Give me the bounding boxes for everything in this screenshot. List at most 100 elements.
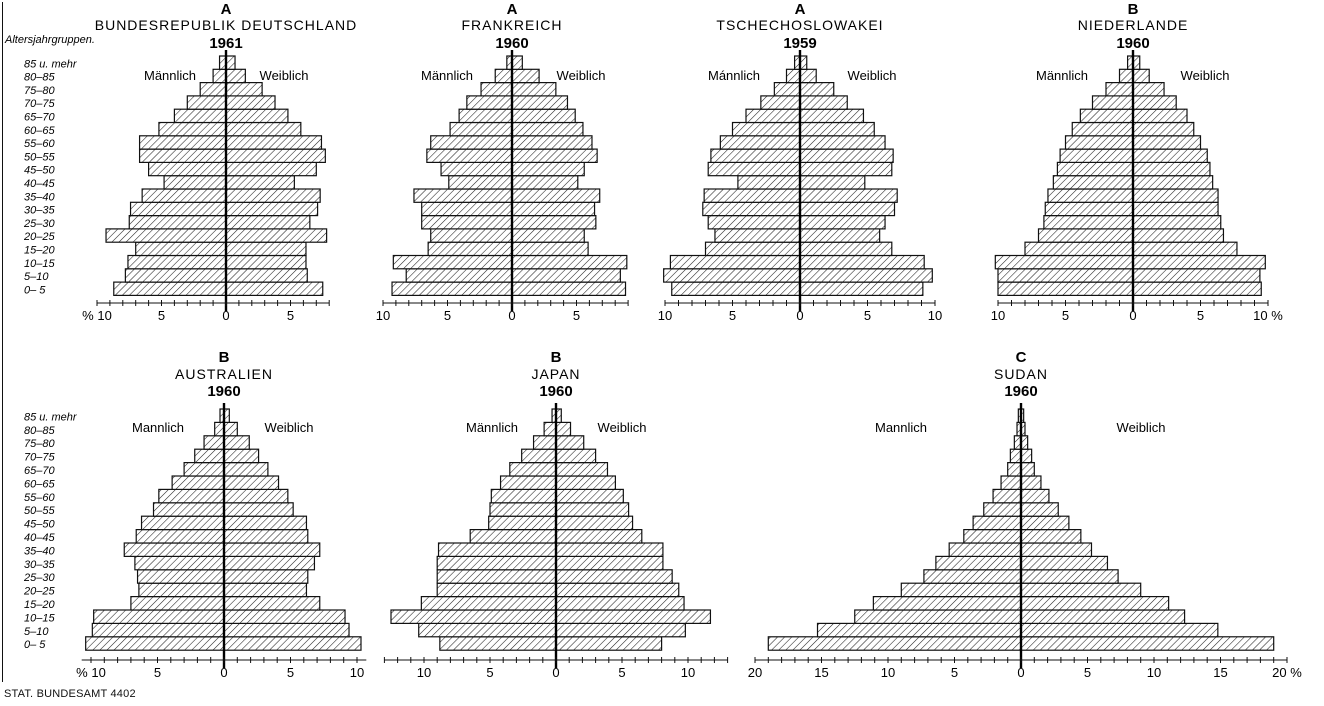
male-bar-75-80 [773,81,801,97]
female-bar-85 u. mehr [511,55,523,70]
male-bar-65-70 [183,462,225,477]
female-bar-20-25 [799,228,881,243]
male-bar-45-50 [440,161,513,177]
male-bar-0-5 [671,281,801,297]
male-bar-30-35 [436,555,557,571]
age-group-label: 50–55 [24,151,55,163]
female-bar-40-45 [1020,528,1082,544]
male-bar-5-10 [124,268,227,283]
female-bar-70-75 [1020,448,1033,464]
male-bar-70-75 [1009,448,1022,464]
male-bar-40-45 [163,175,227,190]
female-bar-30-35 [1020,555,1109,571]
male-bar-80-85 [494,68,513,84]
male-bar-10-15 [390,609,557,624]
male-bar-35-40 [413,188,513,203]
x-tick-label: 5 [444,308,451,323]
male-bar-40-45 [737,175,801,190]
female-bar-0-5 [511,281,627,297]
male-bar-50-55 [489,502,557,517]
x-tick-label: 0 [220,665,227,680]
male-bar-45-50 [972,515,1022,531]
female-bar-80-85 [799,68,817,84]
female-bar-70-75 [223,448,260,464]
male-bar-20-25 [430,228,513,243]
male-bar-70-75 [186,95,227,110]
female-bar-35-40 [1020,542,1093,557]
pyramid-year: 1960 [207,383,240,400]
male-bar-20-25 [138,582,225,598]
female-bar-60-65 [1020,475,1042,490]
pyramid-year: 1960 [1004,383,1037,400]
pyramid-title: NIEDERLANDE [1078,17,1189,33]
x-tick-label: 10 [376,308,390,323]
male-bar-30-35 [421,201,513,217]
female-bar-35-40 [799,188,898,203]
male-label: Mannlich [875,420,927,435]
pyramid-year: 1960 [539,383,572,400]
age-group-label: 55–60 [24,138,55,150]
x-tick-label: 5 [1197,308,1204,323]
male-bar-65-70 [509,462,557,477]
male-bar-55-60 [158,488,225,504]
x-tick-label: 0 [1129,308,1136,323]
male-bar-75-80 [532,435,557,450]
male-bar-70-75 [521,448,557,464]
female-bar-0-5 [223,636,362,651]
female-bar-45-50 [555,515,634,531]
female-bar-20-25 [555,582,680,598]
female-bar-65-70 [555,462,609,477]
x-tick-label: 5 [1062,308,1069,323]
male-bar-55-60 [138,135,227,150]
female-bar-80-85 [225,68,246,84]
male-bar-25-30 [136,569,225,584]
female-bar-75-80 [223,435,250,450]
female-bar-30-35 [223,555,316,571]
male-bar-35-40 [437,542,557,557]
female-bar-15-20 [511,241,589,257]
female-bar-70-75 [799,95,848,110]
male-bar-75-80 [480,81,513,97]
age-group-label: 40–45 [24,532,55,544]
age-group-label: 25–30 [23,572,55,584]
male-label: Mannlich [132,420,184,435]
male-bar-55-60 [992,488,1022,504]
male-bar-0-5 [997,281,1134,297]
x-tick-label-end: 10 % [1253,308,1283,323]
female-label: Weiblich [265,420,314,435]
pyramid-group-letter: A [507,1,518,18]
age-group-label: 0– 5 [24,639,46,651]
male-bar-25-30 [923,569,1022,584]
male-bar-80-85 [543,421,557,437]
female-bar-25-30 [799,215,886,230]
female-bar-10-15 [1132,254,1266,270]
age-group-label: 45–50 [24,519,55,531]
female-bar-70-75 [555,448,597,464]
x-tick-label: 10 [658,308,672,323]
age-group-label: 20–25 [23,586,55,598]
male-bar-10-15 [669,254,801,270]
female-bar-55-60 [225,135,323,150]
male-bar-10-15 [392,254,513,270]
pyramid-group-letter: B [1128,1,1139,18]
female-bar-25-30 [1132,215,1222,230]
male-bar-35-40 [123,542,225,557]
male-bar-10-15 [93,609,225,624]
female-bar-40-45 [225,175,295,190]
pyramid-year: 1959 [783,35,816,52]
pyramid-title: FRANKREICH [461,17,562,33]
pyramid-group-letter: C [1016,349,1027,366]
female-bar-20-25 [1020,582,1142,598]
male-bar-15-20 [872,595,1022,611]
male-bar-30-35 [134,555,225,571]
male-bar-35-40 [141,188,227,203]
female-bar-20-25 [1132,228,1225,243]
female-bar-30-35 [555,555,664,571]
female-bar-25-30 [225,215,311,230]
male-bar-25-30 [707,215,801,230]
pyramid-group-letter: A [221,1,232,18]
female-bar-55-60 [511,135,593,150]
male-bar-30-35 [129,201,227,217]
female-bar-45-50 [1132,161,1211,177]
age-group-label: 35–40 [24,191,55,203]
